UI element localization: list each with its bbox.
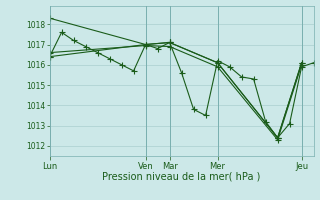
X-axis label: Pression niveau de la mer( hPa ): Pression niveau de la mer( hPa ): [102, 172, 261, 182]
